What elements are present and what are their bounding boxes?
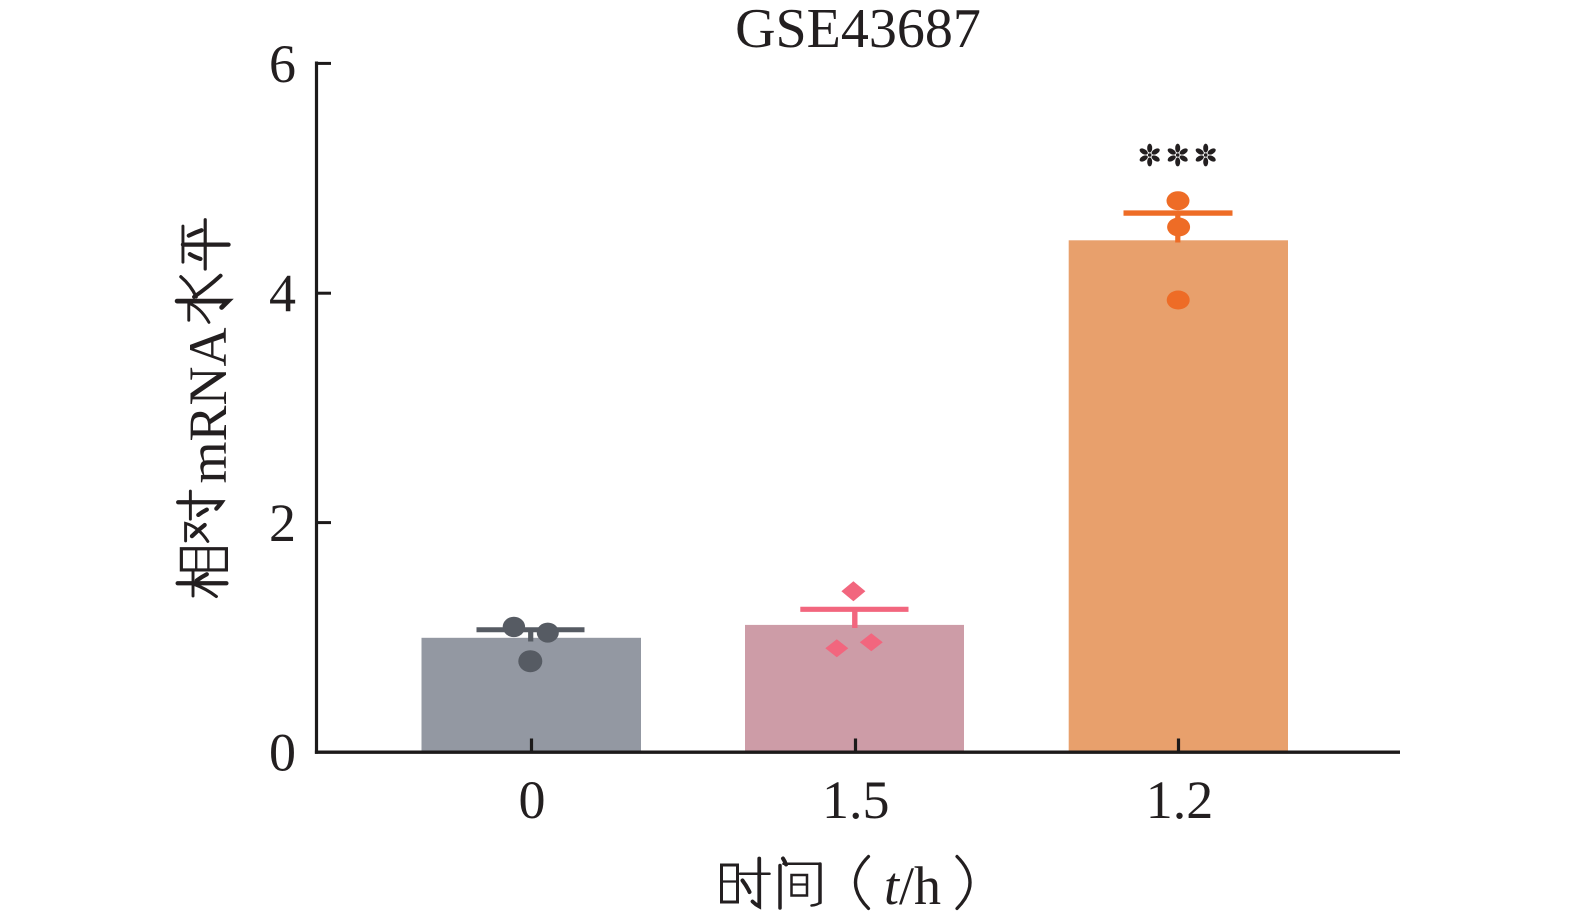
svg-text:0: 0 <box>269 723 296 783</box>
svg-text:2: 2 <box>269 493 296 553</box>
svg-text:GSE43687: GSE43687 <box>735 0 981 60</box>
svg-text:mRNA: mRNA <box>178 327 238 483</box>
svg-text:4: 4 <box>269 264 296 324</box>
svg-text:t/h: t/h <box>884 856 941 916</box>
svg-text:1.2: 1.2 <box>1146 770 1214 830</box>
svg-text:6: 6 <box>269 34 296 94</box>
svg-text:1.5: 1.5 <box>822 770 890 830</box>
svg-text:0: 0 <box>519 770 546 830</box>
